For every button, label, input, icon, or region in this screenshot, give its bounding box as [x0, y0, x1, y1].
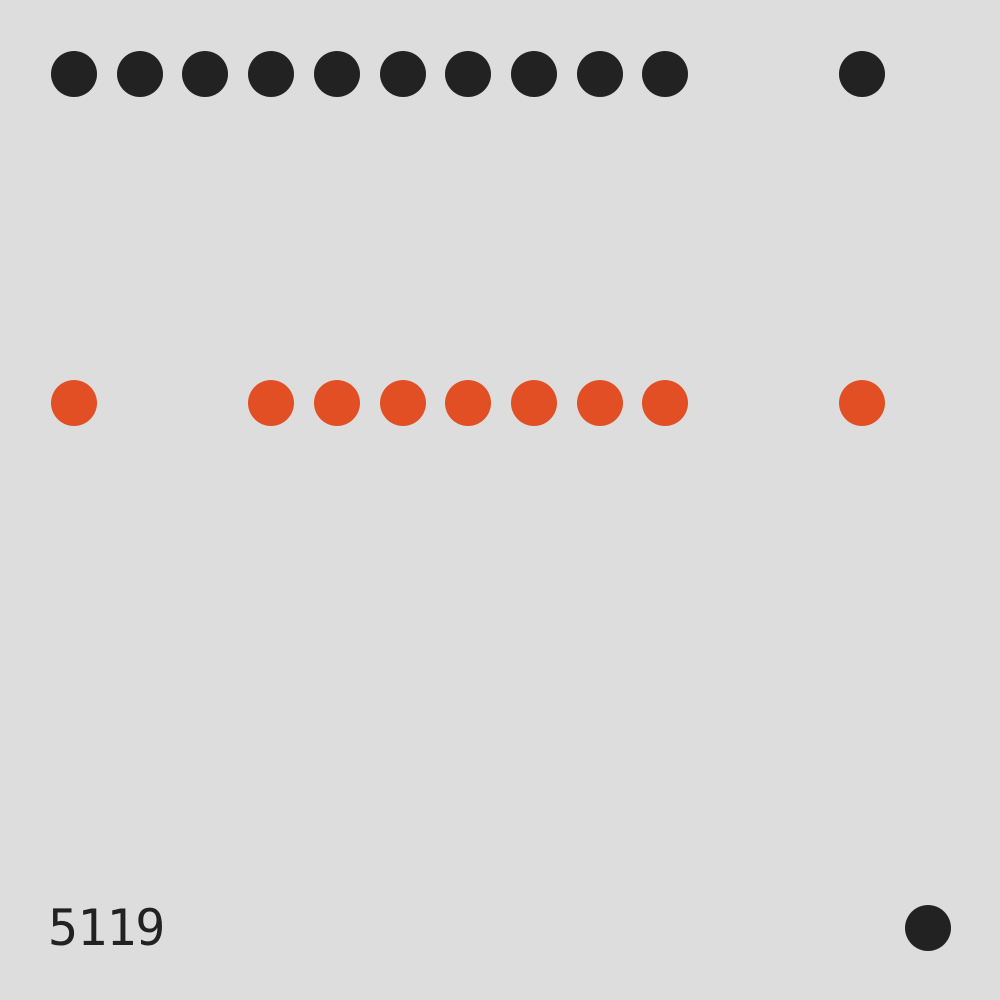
top-row-dot: [445, 51, 492, 97]
middle-row-dot: [576, 380, 623, 426]
top-row-dot: [182, 51, 229, 97]
top-row-dot: [576, 51, 623, 97]
middle-row-dot: [248, 380, 295, 426]
middle-row-dot: [379, 380, 426, 426]
top-row-dot: [313, 51, 360, 97]
middle-row-dot: [642, 380, 689, 426]
middle-row-dot: [313, 380, 360, 426]
code-label: 5119: [48, 899, 165, 957]
middle-row-dot: [510, 380, 557, 426]
top-row-dot: [839, 51, 886, 97]
top-row-dot: [642, 51, 689, 97]
top-row-dot: [510, 51, 557, 97]
middle-row-dot: [51, 380, 97, 426]
top-row-dot: [51, 51, 97, 97]
top-row-dot: [379, 51, 426, 97]
middle-row-dot: [445, 380, 492, 426]
top-row-dot: [248, 51, 295, 97]
middle-row-dot: [839, 380, 886, 426]
top-row-dot: [116, 51, 163, 97]
corner-dot-icon: [905, 905, 951, 951]
